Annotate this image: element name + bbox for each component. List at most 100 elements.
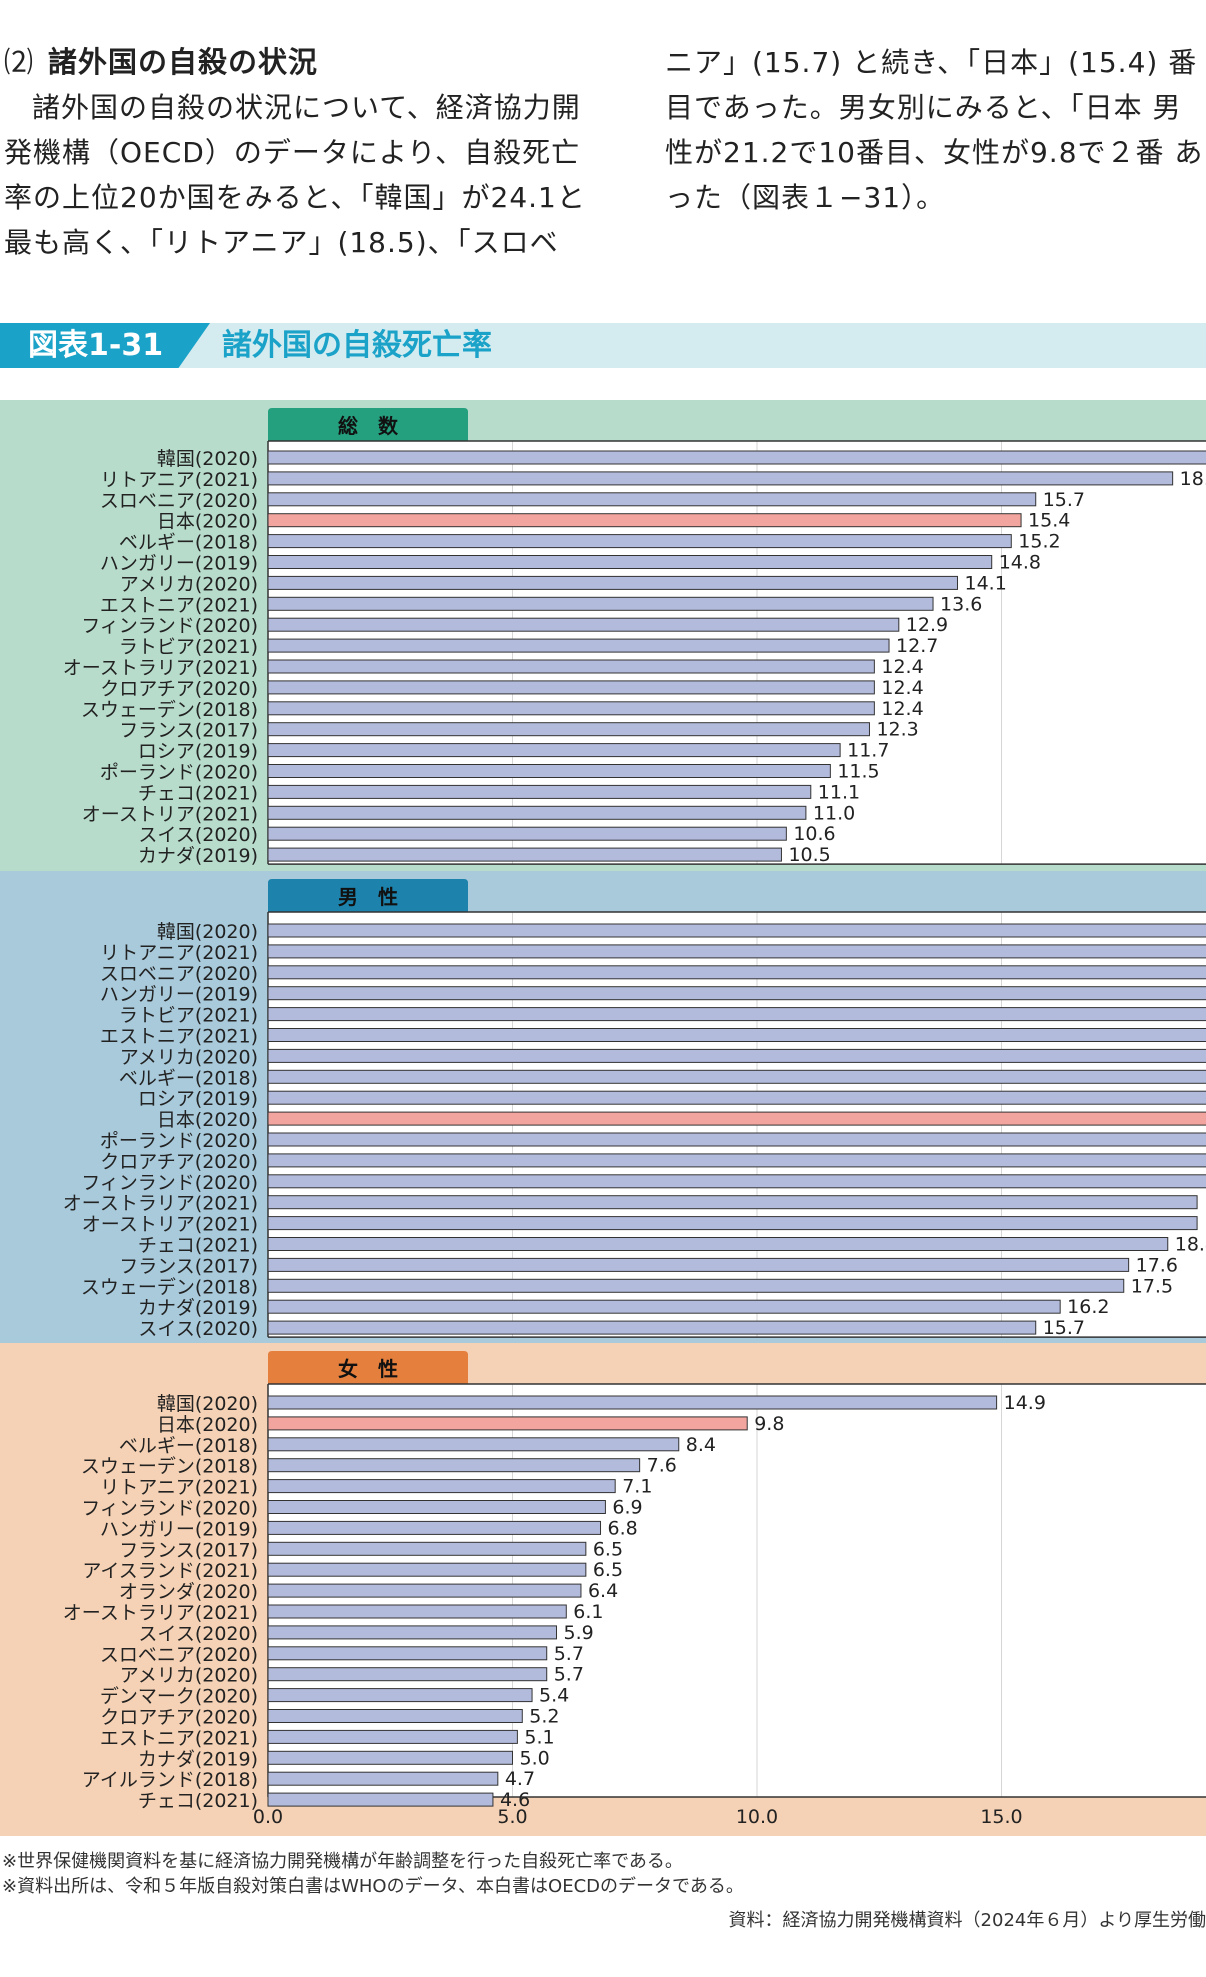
data-label: 15.4 — [1028, 510, 1070, 532]
category-label: オーストリア(2021) — [82, 1214, 258, 1236]
category-label: 韓国(2020) — [157, 448, 258, 470]
panel-tab — [268, 1351, 468, 1384]
category-label: オランダ(2020) — [119, 1581, 258, 1603]
paragraph-right: ニア」(15.7) と続き、「日本」(15.4) 番目であった。男女別にみると、… — [665, 46, 1204, 214]
data-label: 12.4 — [881, 677, 923, 699]
section-number: ⑵ — [4, 45, 35, 79]
bar — [267, 1709, 523, 1723]
note-2: ※資料出所は、令和５年版自殺対策白書はWHOのデータ、本白書はOECDのデータで… — [2, 1876, 744, 1897]
section-heading: ⑵ 諸外国の自殺の状況 — [4, 40, 604, 85]
data-label: 15.2 — [1018, 531, 1060, 553]
category-label: ベルギー(2018) — [119, 1435, 258, 1457]
bar — [267, 1028, 1206, 1042]
bar — [267, 1771, 499, 1786]
figure-title-band — [150, 323, 1206, 368]
category-label: アメリカ(2020) — [120, 1046, 258, 1068]
data-label: 5.4 — [539, 1685, 569, 1707]
x-tick-label: 5.0 — [497, 1806, 527, 1828]
data-label: 6.4 — [588, 1580, 618, 1602]
bar — [267, 1320, 1037, 1335]
category-label: チェコ(2021) — [138, 782, 258, 804]
bar — [267, 638, 890, 653]
category-label: カナダ(2019) — [138, 1748, 258, 1770]
data-label: 5.0 — [520, 1747, 550, 1769]
panel-title: 総 数 — [338, 414, 399, 438]
data-label: 4.6 — [500, 1789, 530, 1811]
data-label: 10.5 — [788, 844, 830, 866]
category-label: スロベニア(2020) — [100, 1644, 258, 1666]
category-label: オーストラリア(2021) — [63, 1193, 258, 1215]
category-label: アイルランド(2018) — [82, 1769, 258, 1791]
bar — [267, 1216, 1198, 1231]
category-label: ポーランド(2020) — [100, 762, 258, 784]
category-label: リトアニア(2021) — [100, 1477, 258, 1499]
category-label: ベルギー(2018) — [119, 1067, 258, 1089]
category-label: フランス(2017) — [119, 1539, 258, 1561]
category-label: フランス(2017) — [119, 720, 258, 742]
category-label: スイス(2020) — [138, 1623, 258, 1645]
category-label: カナダ(2019) — [138, 845, 258, 867]
bar — [267, 1646, 548, 1661]
data-label: 6.8 — [608, 1517, 638, 1539]
bar — [267, 1195, 1198, 1210]
bar — [267, 1479, 616, 1494]
bar — [267, 1153, 1206, 1168]
category-label: ハンガリー(2019) — [100, 984, 258, 1006]
data-label: 18.5 — [1180, 468, 1206, 490]
bar — [267, 1688, 533, 1703]
bar — [267, 701, 875, 716]
category-label: エストニア(2021) — [100, 1727, 258, 1749]
bar — [267, 450, 1206, 465]
x-tick-label: 15.0 — [980, 1806, 1022, 1828]
data-label: 10.6 — [793, 823, 835, 845]
figure-label: 図表1-31 — [0, 323, 210, 368]
bar — [267, 492, 1037, 507]
note-1: ※世界保健機関資料を基に経済協力開発機構が年齢調整を行った自殺死亡率である。 — [2, 1851, 683, 1872]
bar — [267, 1604, 567, 1619]
category-label: 日本(2020) — [157, 1414, 258, 1436]
category-label: リトアニア(2021) — [100, 942, 258, 964]
data-label: 14.9 — [1004, 1392, 1046, 1414]
data-label: 5.2 — [529, 1706, 559, 1728]
source-note: 資料：経済協力開発機構資料（2024年６月）より厚生労働 — [728, 1910, 1206, 1931]
data-label: 19.0 — [1204, 1213, 1206, 1235]
category-label: フィンランド(2020) — [81, 1498, 258, 1520]
bar — [267, 1541, 587, 1556]
category-label: カナダ(2019) — [138, 1297, 258, 1319]
bar — [267, 1562, 587, 1577]
bar — [267, 534, 1012, 549]
category-label: アメリカ(2020) — [120, 1665, 258, 1687]
data-label: 12.4 — [881, 656, 923, 678]
category-label: オーストリア(2021) — [82, 803, 258, 825]
category-label: チェコ(2021) — [138, 1235, 258, 1257]
data-label: 6.5 — [593, 1559, 623, 1581]
data-label: 11.7 — [847, 740, 889, 762]
category-label: スイス(2020) — [138, 824, 258, 846]
bar — [267, 1792, 494, 1807]
bar — [267, 1729, 518, 1744]
data-label: 13.6 — [940, 593, 982, 615]
data-label: 5.7 — [554, 1643, 584, 1665]
category-label: デンマーク(2020) — [100, 1686, 258, 1708]
category-label: スイス(2020) — [138, 1318, 258, 1340]
bar — [267, 1667, 548, 1682]
figure-title: 諸外国の自殺死亡率 — [222, 328, 492, 363]
data-label: 5.7 — [554, 1664, 584, 1686]
category-label: クロアチア(2020) — [100, 678, 258, 700]
bar — [267, 617, 900, 632]
section-title: 諸外国の自殺の状況 — [48, 45, 319, 79]
data-label: 14.1 — [964, 572, 1006, 594]
category-label: フィンランド(2020) — [81, 1172, 258, 1194]
data-label: 15.7 — [1043, 489, 1085, 511]
body-text-left: ⑵ 諸外国の自殺の状況 諸外国の自殺の状況について、経済協力開発機構（OECD）の… — [4, 40, 604, 265]
bar — [267, 1299, 1061, 1314]
bar — [267, 471, 1174, 486]
data-label: 6.1 — [573, 1601, 603, 1623]
bar — [267, 784, 812, 799]
bar — [267, 680, 875, 695]
data-label: 12.9 — [906, 614, 948, 636]
bar — [267, 743, 841, 758]
data-label: 7.6 — [647, 1455, 677, 1477]
category-label: ロシア(2019) — [138, 741, 258, 763]
bar — [267, 722, 870, 737]
